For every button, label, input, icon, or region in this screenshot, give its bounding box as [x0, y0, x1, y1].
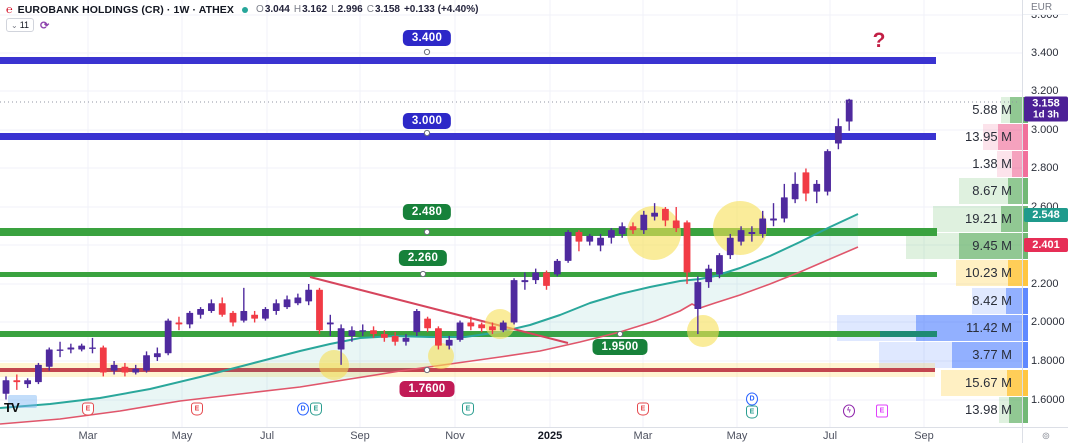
gear-icon[interactable]: ⊚ — [1041, 430, 1051, 442]
chevron-down-icon: ⌄ — [11, 20, 18, 30]
time-axis[interactable]: Mar May Jul Sep Nov 2025 Mar May Jul Sep — [0, 427, 1022, 443]
price-tick-label: 2.0000 — [1031, 316, 1065, 328]
time-axis-label: Mar — [633, 430, 653, 442]
candlestick-layer[interactable] — [2, 98, 853, 400]
price-tick-label: 1.8000 — [1031, 355, 1065, 367]
time-axis-label: May — [171, 430, 193, 442]
ma-value-badge: 2.401 — [1024, 238, 1068, 252]
symbol-logo-icon: ℮ — [6, 3, 13, 16]
market-status-dot-icon — [242, 6, 249, 13]
price-scale-currency[interactable]: EUR — [1023, 0, 1068, 15]
price-tick-label: 3.400 — [1031, 47, 1059, 59]
scale-volume-strip — [1023, 178, 1028, 204]
price-level-pill[interactable]: 1.7600 — [399, 381, 455, 397]
price-level-pill[interactable]: 2.480 — [402, 204, 452, 220]
scale-volume-strip — [1023, 288, 1028, 314]
time-axis-label: Jul — [822, 430, 838, 442]
bar-replay-icon[interactable]: ⟳ — [40, 19, 50, 32]
time-axis-label: Sep — [350, 430, 370, 442]
chart-legend: ℮ EUROBANK HOLDINGS (CR) · 1W · ATHEX O3… — [6, 3, 478, 32]
ma-slow-line — [0, 246, 859, 425]
event-badge-e[interactable]: E — [82, 402, 94, 416]
time-axis-label: Mar — [78, 430, 98, 442]
price-scale[interactable]: EUR 3.600 3.400 3.200 3.000 2.800 2.600 2.200 2… — [1022, 0, 1068, 427]
scale-volume-strip — [1023, 151, 1028, 177]
price-level-pill[interactable]: 2.260 — [398, 250, 448, 266]
scale-volume-strip — [1023, 315, 1028, 341]
scale-volume-strip — [1023, 370, 1028, 396]
change-value: +0.133 (+4.40%) — [403, 4, 479, 15]
tradingview-logo[interactable]: TV — [4, 400, 20, 415]
object-count: 11 — [19, 20, 30, 30]
time-axis-label: Sep — [914, 430, 934, 442]
price-tick-label: 3.000 — [1031, 124, 1059, 136]
scale-volume-strip — [1023, 397, 1028, 423]
event-badge-ϟ[interactable]: ϟ — [843, 404, 855, 418]
price-level-pill[interactable]: 3.400 — [402, 30, 452, 46]
event-badge-d[interactable]: D — [297, 402, 309, 416]
object-tree-count-box[interactable]: ⌄ 11 — [6, 18, 35, 32]
price-level-pill[interactable]: 1.9500 — [592, 339, 648, 355]
symbol-title[interactable]: EUROBANK HOLDINGS (CR) · 1W · ATHEX — [17, 3, 235, 16]
price-level-pill[interactable]: 3.000 — [402, 113, 452, 129]
event-badge-e[interactable]: E — [746, 405, 758, 419]
scale-settings-corner[interactable]: ⊚ — [1022, 427, 1068, 443]
descending-trendline — [309, 276, 569, 344]
price-tick-label: 2.800 — [1031, 162, 1059, 174]
event-badge-e[interactable]: E — [191, 402, 203, 416]
ohlc-item: O3.044 — [256, 4, 290, 15]
chart-plot-area[interactable]: 3.400 3.000 2.480 2.260 1.9500 1.7600 5.88 M 13… — [0, 0, 1022, 427]
time-axis-label: May — [726, 430, 748, 442]
price-tick-label: 1.6000 — [1031, 394, 1065, 406]
price-tick-label: 2.200 — [1031, 278, 1059, 290]
current-price-badge: 3.158 1d 3h — [1024, 96, 1068, 122]
support-resistance-bands — [0, 57, 937, 377]
time-axis-label: 2025 — [537, 430, 563, 442]
event-badge-e[interactable]: E — [310, 402, 322, 416]
event-badge-e[interactable]: E — [462, 402, 474, 416]
tv-logo-highlight — [8, 395, 37, 408]
scale-volume-strip — [1023, 124, 1028, 150]
ohlc-legend: O3.044 H3.162 L2.996 C3.158 +0.133 (+4.40%) — [256, 4, 478, 15]
chart-canvas[interactable] — [0, 0, 1022, 427]
scale-volume-strip — [1023, 260, 1028, 286]
event-badge-d[interactable]: D — [746, 392, 758, 406]
ma-value-badge: 2.548 — [1024, 208, 1068, 222]
event-badge-e[interactable]: E — [637, 402, 649, 416]
scale-volume-strip — [1023, 342, 1028, 368]
ohlc-item: C3.158 — [366, 4, 400, 15]
time-axis-label: Nov — [445, 430, 465, 442]
price-tick-label: 3.200 — [1031, 85, 1059, 97]
ohlc-item: H3.162 — [293, 4, 328, 15]
ohlc-item: L2.996 — [331, 4, 363, 15]
time-axis-label: Jul — [259, 430, 275, 442]
event-badge-e[interactable]: E — [876, 404, 888, 418]
